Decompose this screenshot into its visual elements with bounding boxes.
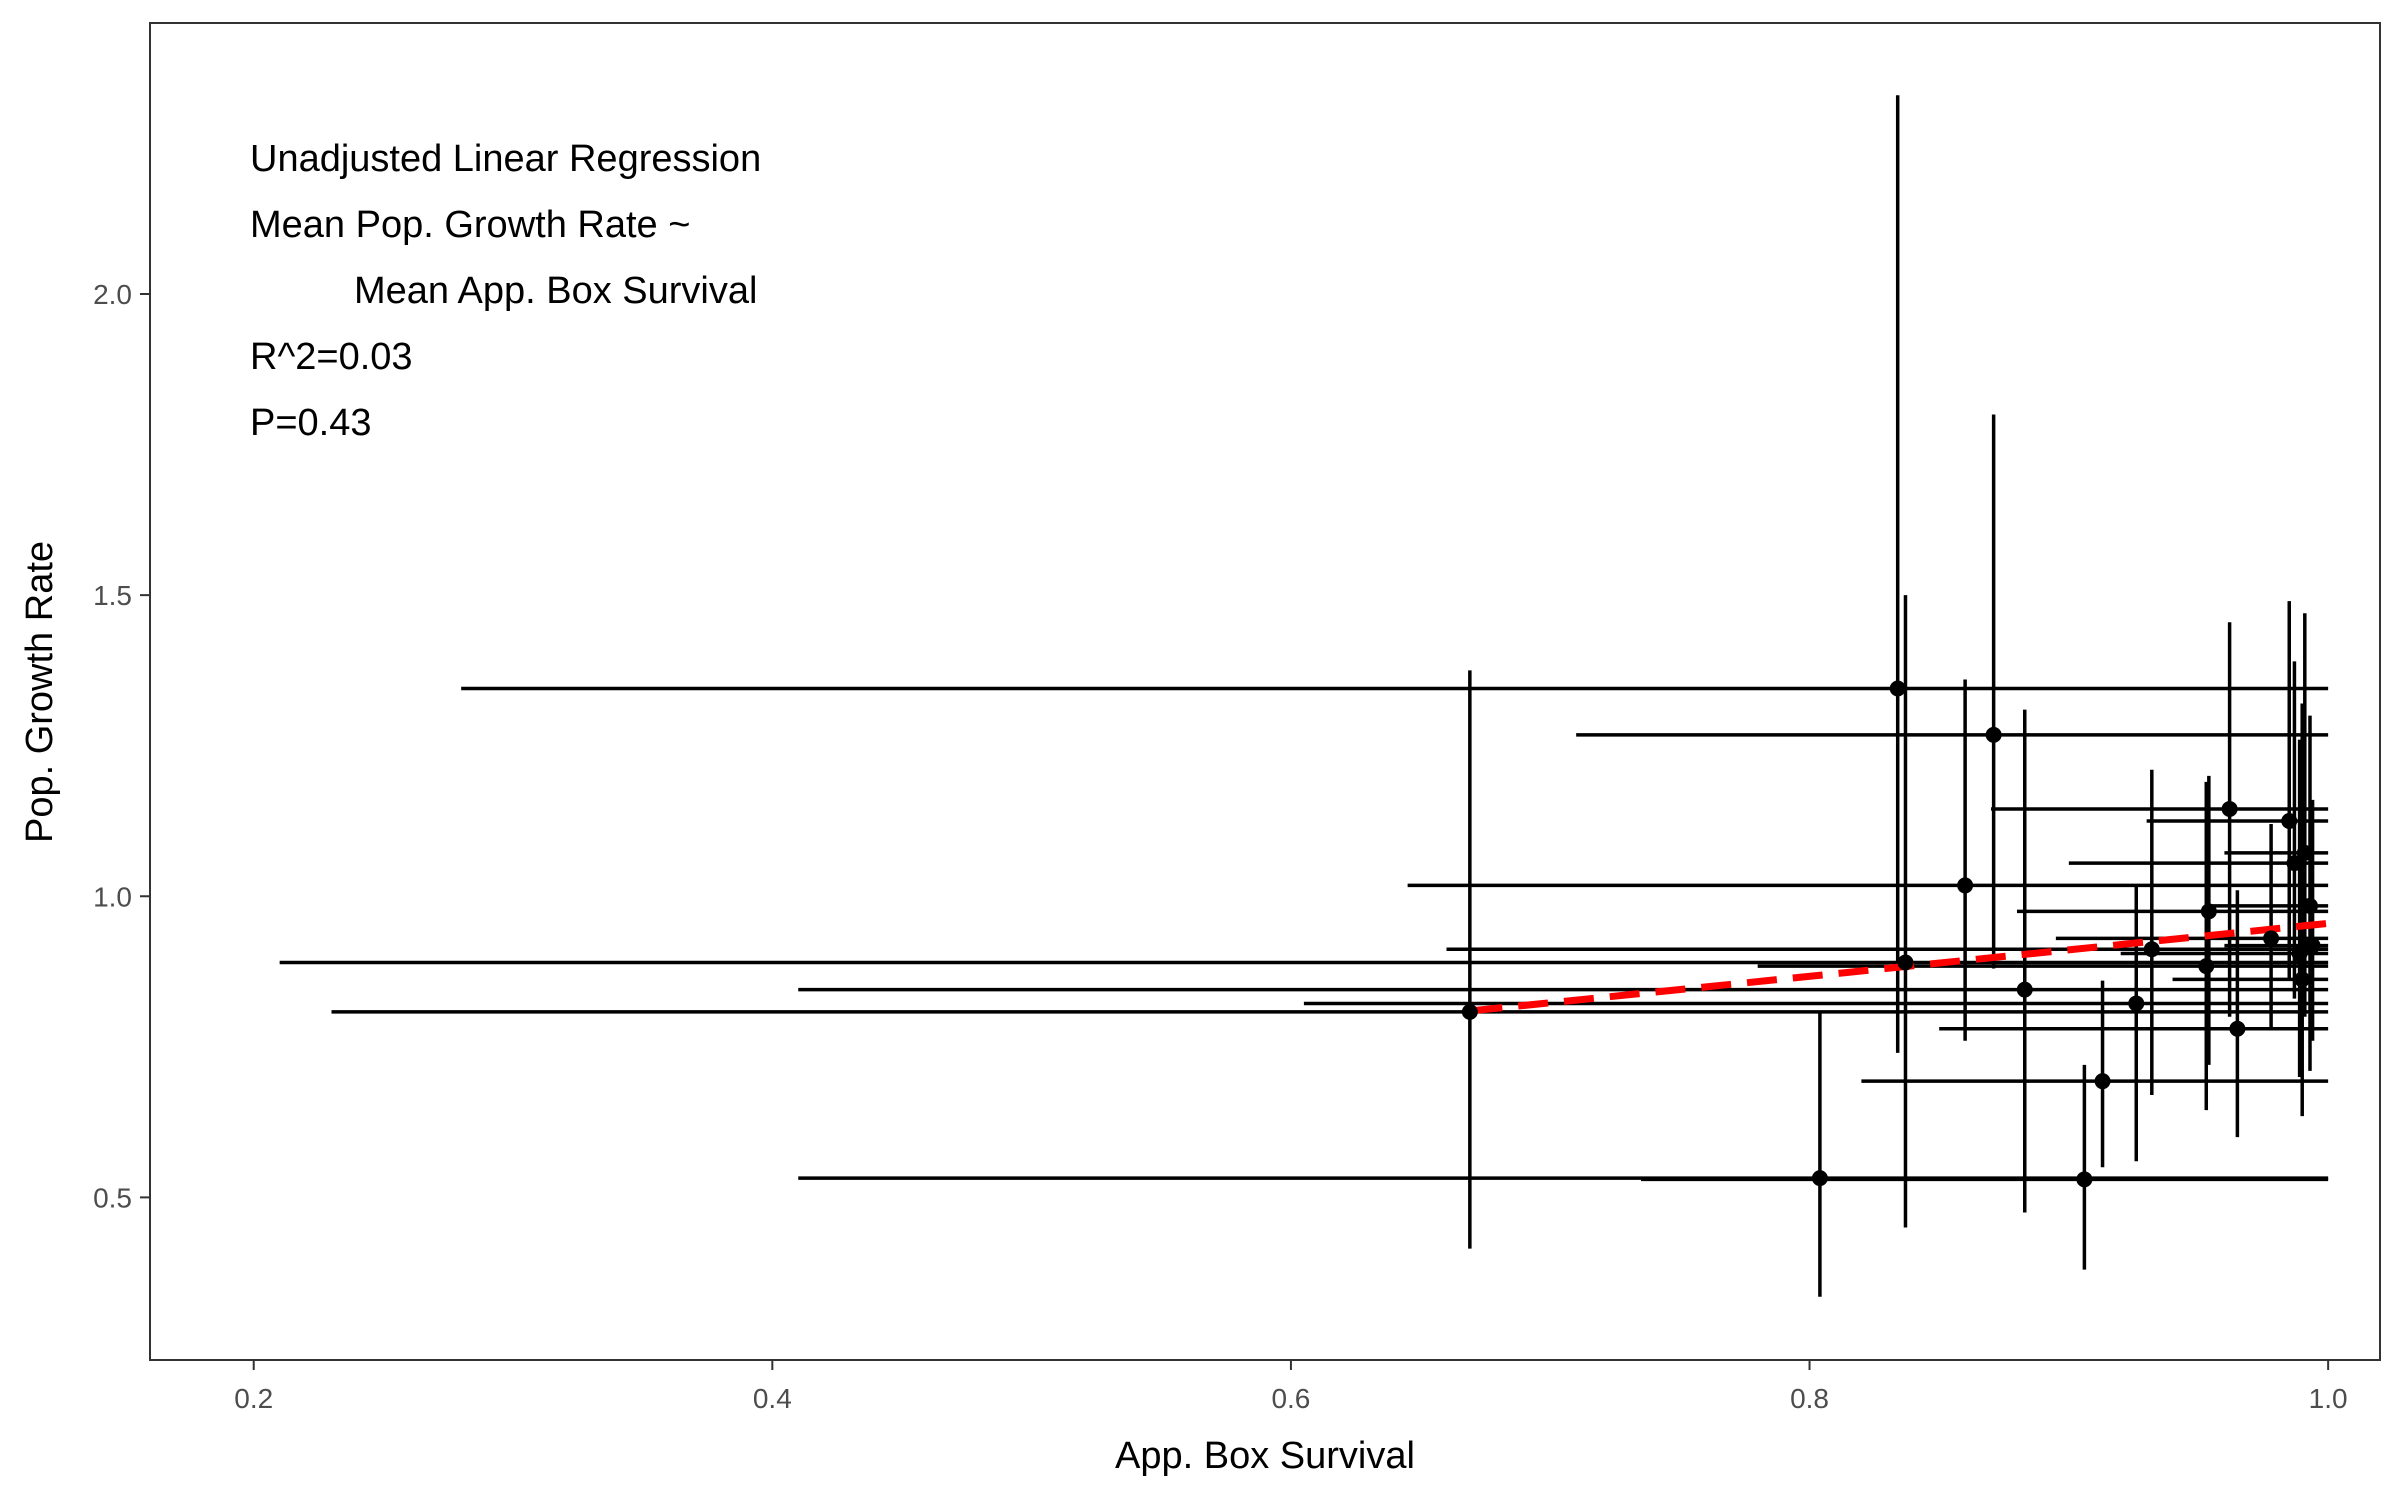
x-axis: 0.2 0.4 0.6 0.8 1.0 (234, 1360, 2348, 1414)
data-point-21 (2301, 897, 2318, 914)
data-point-22 (2304, 937, 2321, 954)
annotation-line-2: Mean Pop. Growth Rate ~ (250, 204, 690, 246)
error-bars (279, 95, 2329, 1297)
y-tick-label-0: 0.5 (93, 1182, 132, 1213)
panel-background (149, 22, 2381, 1361)
data-point-8 (2094, 1073, 2111, 1090)
y-tick-label-3: 2.0 (93, 279, 132, 310)
y-tick-label-1: 1.0 (93, 881, 132, 912)
data-point-11 (2198, 958, 2215, 975)
regression-annotation: Unadjusted Linear Regression Mean Pop. G… (250, 138, 761, 444)
x-tick-label-4: 1.0 (2309, 1383, 2348, 1414)
data-point-0 (1889, 680, 1906, 697)
data-point-17 (2286, 855, 2303, 872)
y-tick-label-2: 1.5 (93, 580, 132, 611)
data-point-7 (2076, 1171, 2093, 1188)
x-tick-label-3: 0.8 (1790, 1383, 1829, 1414)
y-axis-title: Pop. Growth Rate (19, 541, 61, 843)
data-points (1461, 680, 2321, 1188)
data-point-5 (1461, 1003, 1478, 1020)
x-tick-label-2: 0.6 (1271, 1383, 1310, 1414)
data-point-4 (2016, 981, 2033, 998)
data-point-18 (2291, 945, 2308, 962)
x-tick-label-0: 0.2 (234, 1383, 273, 1414)
data-point-19 (2294, 971, 2311, 988)
x-tick-label-1: 0.4 (753, 1383, 792, 1414)
data-point-12 (2200, 903, 2217, 920)
annotation-line-5: P=0.43 (250, 402, 372, 444)
annotation-line-3: Mean App. Box Survival (354, 270, 757, 312)
data-point-9 (2128, 995, 2145, 1012)
data-point-2 (1957, 877, 1974, 894)
data-point-10 (2143, 941, 2160, 958)
data-point-1 (1985, 726, 2002, 743)
data-point-3 (1897, 954, 1914, 971)
data-point-13 (2221, 800, 2238, 817)
data-point-20 (2296, 844, 2313, 861)
data-point-14 (2229, 1020, 2246, 1037)
data-point-6 (1811, 1170, 1828, 1187)
y-axis: 0.5 1.0 1.5 2.0 (93, 279, 150, 1213)
data-point-15 (2263, 930, 2280, 947)
annotation-line-1: Unadjusted Linear Regression (250, 138, 761, 180)
x-axis-title: App. Box Survival (1115, 1435, 1415, 1477)
data-point-16 (2281, 812, 2298, 829)
annotation-line-4: R^2=0.03 (250, 336, 413, 378)
